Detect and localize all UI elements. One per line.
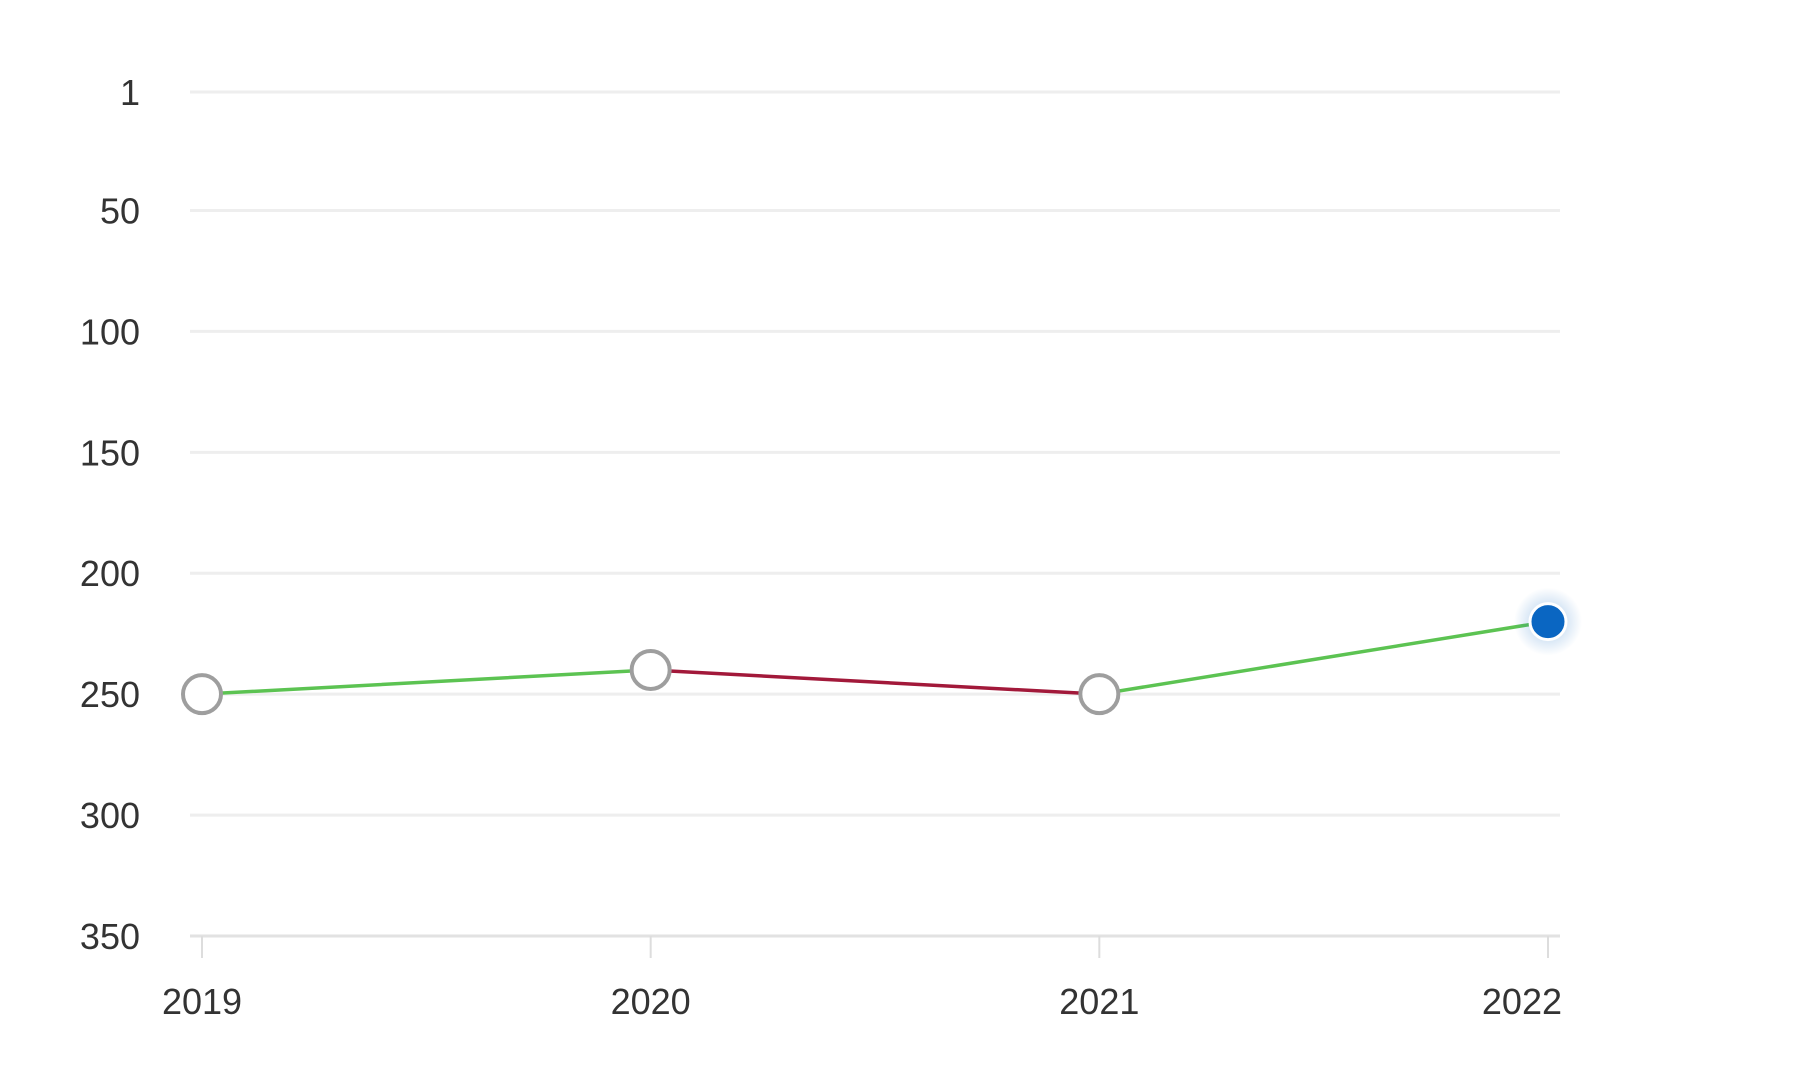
y-tick-label: 100 <box>80 311 140 352</box>
line-segment-improve <box>1097 619 1550 696</box>
x-tick-label: 2020 <box>611 981 691 1022</box>
y-tick-label: 300 <box>80 795 140 836</box>
grid <box>190 90 1560 938</box>
line-segment-decline <box>648 668 1102 696</box>
rank-series <box>200 619 1550 696</box>
y-tick-label: 350 <box>80 916 140 957</box>
y-tick-label: 250 <box>80 674 140 715</box>
y-tick-label: 200 <box>80 553 140 594</box>
line-segment-improve <box>200 668 653 696</box>
x-tick-label: 2019 <box>162 981 242 1022</box>
data-point <box>181 673 223 716</box>
data-points <box>181 587 1582 716</box>
y-tick-label: 150 <box>80 432 140 473</box>
x-tick-label: 2021 <box>1059 981 1139 1022</box>
data-point <box>1078 673 1121 716</box>
x-tick-label: 2022 <box>1482 981 1562 1022</box>
current-data-point <box>1528 602 1568 642</box>
data-point <box>629 648 672 691</box>
x-axis: 2019 2020 2021 2022 <box>162 936 1562 1022</box>
y-tick-label: 50 <box>100 190 140 231</box>
y-tick-label: 1 <box>120 72 140 113</box>
